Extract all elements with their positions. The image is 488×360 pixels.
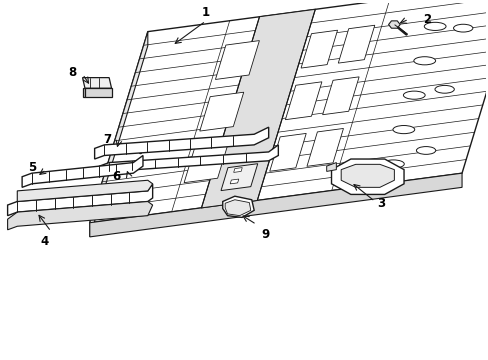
Polygon shape — [341, 164, 393, 187]
Text: 5: 5 — [28, 161, 37, 174]
Polygon shape — [90, 0, 488, 223]
Polygon shape — [17, 180, 152, 202]
Polygon shape — [200, 92, 243, 131]
Ellipse shape — [452, 24, 472, 32]
Polygon shape — [215, 41, 259, 80]
Polygon shape — [8, 202, 152, 230]
Text: 1: 1 — [202, 6, 209, 19]
Text: 8: 8 — [68, 66, 76, 79]
Text: 4: 4 — [41, 235, 49, 248]
Polygon shape — [301, 30, 337, 68]
Text: 2: 2 — [423, 13, 430, 26]
Polygon shape — [95, 127, 268, 159]
Polygon shape — [201, 9, 315, 208]
Text: 6: 6 — [112, 170, 121, 183]
Polygon shape — [221, 164, 257, 190]
Text: 9: 9 — [261, 228, 269, 241]
Polygon shape — [233, 168, 242, 172]
Polygon shape — [331, 159, 403, 194]
Text: 3: 3 — [377, 197, 385, 210]
Polygon shape — [82, 78, 111, 88]
Polygon shape — [22, 156, 142, 187]
Polygon shape — [184, 144, 227, 183]
Ellipse shape — [413, 57, 435, 65]
Polygon shape — [269, 134, 305, 171]
Polygon shape — [326, 163, 336, 171]
Ellipse shape — [434, 85, 453, 93]
Polygon shape — [230, 179, 238, 184]
Ellipse shape — [403, 91, 424, 99]
Polygon shape — [285, 82, 321, 120]
Polygon shape — [338, 25, 374, 63]
Ellipse shape — [424, 22, 445, 31]
Ellipse shape — [382, 160, 404, 168]
Polygon shape — [322, 77, 358, 115]
Polygon shape — [85, 88, 111, 97]
Polygon shape — [388, 21, 399, 28]
Text: 7: 7 — [103, 133, 111, 146]
Polygon shape — [82, 88, 85, 97]
Polygon shape — [99, 145, 278, 177]
Polygon shape — [90, 173, 461, 237]
Polygon shape — [223, 196, 254, 217]
Ellipse shape — [392, 126, 414, 134]
Polygon shape — [306, 129, 343, 166]
Ellipse shape — [416, 147, 435, 154]
Polygon shape — [8, 184, 152, 216]
Polygon shape — [90, 32, 147, 237]
Polygon shape — [224, 200, 250, 216]
